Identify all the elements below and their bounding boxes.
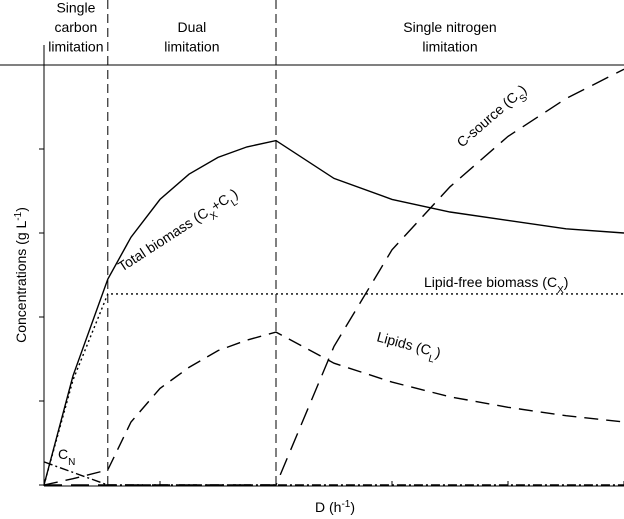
series-annotation: Lipids (CL)	[374, 328, 443, 366]
region-label: limitation	[48, 39, 103, 55]
region-label: Dual	[178, 19, 207, 35]
label-part: )	[13, 207, 29, 212]
series-annotation: Lipid-free biomass (CX)	[424, 274, 568, 296]
region-label: limitation	[422, 39, 477, 55]
label-part: N	[68, 457, 75, 468]
label-part: Concentrations (g L	[13, 220, 29, 342]
label-part: Lipid-free biomass (C	[424, 274, 557, 290]
label-part: L	[427, 353, 436, 365]
series-annotation: C-source (CS)	[453, 81, 533, 154]
label-part: D (h	[315, 499, 341, 515]
series-line	[43, 293, 624, 486]
label-part: L	[229, 196, 240, 208]
label-part: X	[208, 209, 220, 222]
label-part: )	[350, 499, 355, 515]
x-axis-label: D (h-1)	[315, 499, 355, 516]
region-label: limitation	[164, 39, 219, 55]
label-part: -1	[341, 499, 350, 510]
label-part: C-source (C	[453, 89, 520, 151]
series-line	[43, 331, 624, 486]
series-line	[43, 461, 624, 486]
label-part: -1	[13, 211, 24, 220]
label-part: C	[58, 446, 68, 462]
region-label: Single nitrogen	[403, 19, 496, 35]
label-part: Lipids (C	[375, 328, 433, 358]
region-label: carbon	[54, 19, 97, 35]
label-part: )	[434, 344, 443, 361]
label-part: )	[564, 274, 569, 290]
series-line	[43, 139, 624, 486]
label-part: X	[557, 285, 564, 296]
series-annotation: CN	[58, 446, 75, 468]
y-axis-label: Concentrations (g L-1)	[13, 207, 30, 343]
region-label: Single	[56, 0, 95, 16]
